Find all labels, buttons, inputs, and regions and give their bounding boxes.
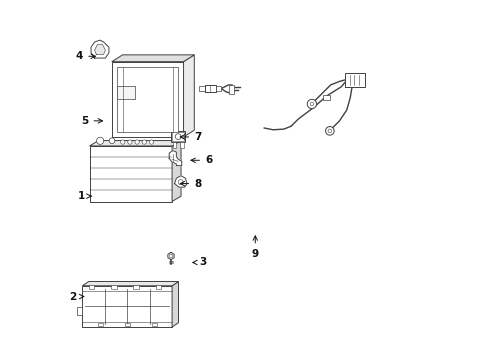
Text: 9: 9 xyxy=(251,236,258,258)
Bar xyxy=(180,142,183,148)
Text: 8: 8 xyxy=(180,179,201,189)
Bar xyxy=(198,86,204,91)
Circle shape xyxy=(127,140,132,144)
Circle shape xyxy=(121,140,124,144)
Bar xyxy=(171,131,185,142)
Polygon shape xyxy=(91,40,109,58)
Circle shape xyxy=(327,129,331,133)
Bar xyxy=(117,86,135,99)
Bar xyxy=(323,95,329,100)
Polygon shape xyxy=(172,140,181,202)
Bar xyxy=(228,85,234,94)
Circle shape xyxy=(135,140,139,144)
Bar xyxy=(172,142,176,148)
Polygon shape xyxy=(89,140,181,146)
Bar xyxy=(215,86,221,91)
Text: 7: 7 xyxy=(180,132,201,142)
Circle shape xyxy=(149,140,153,144)
Text: 6: 6 xyxy=(191,155,212,165)
Bar xyxy=(344,73,364,87)
Bar xyxy=(77,307,82,315)
Circle shape xyxy=(96,137,103,144)
Polygon shape xyxy=(169,150,182,166)
Bar xyxy=(111,285,117,289)
Polygon shape xyxy=(183,55,194,137)
Bar xyxy=(124,323,129,326)
Bar xyxy=(172,132,183,141)
Bar xyxy=(204,85,215,92)
Circle shape xyxy=(309,102,313,106)
Polygon shape xyxy=(172,282,178,327)
Polygon shape xyxy=(167,252,174,260)
Polygon shape xyxy=(82,286,172,327)
Circle shape xyxy=(325,127,333,135)
Polygon shape xyxy=(89,146,172,202)
Text: 3: 3 xyxy=(192,257,206,267)
Polygon shape xyxy=(94,44,105,54)
Text: 1: 1 xyxy=(78,191,91,201)
Text: 4: 4 xyxy=(76,51,95,61)
Polygon shape xyxy=(174,176,187,187)
Circle shape xyxy=(142,140,146,144)
Polygon shape xyxy=(112,62,183,137)
Polygon shape xyxy=(117,67,178,132)
Bar xyxy=(151,323,156,326)
Circle shape xyxy=(306,99,316,109)
Bar xyxy=(88,285,94,289)
Text: 2: 2 xyxy=(69,292,83,302)
Circle shape xyxy=(169,254,172,258)
Text: 5: 5 xyxy=(81,116,102,126)
Bar xyxy=(98,323,102,326)
Polygon shape xyxy=(112,55,194,62)
Circle shape xyxy=(109,138,115,144)
Bar xyxy=(133,285,139,289)
Polygon shape xyxy=(82,282,178,286)
Circle shape xyxy=(178,180,183,185)
Bar xyxy=(155,285,161,289)
Circle shape xyxy=(175,134,181,139)
